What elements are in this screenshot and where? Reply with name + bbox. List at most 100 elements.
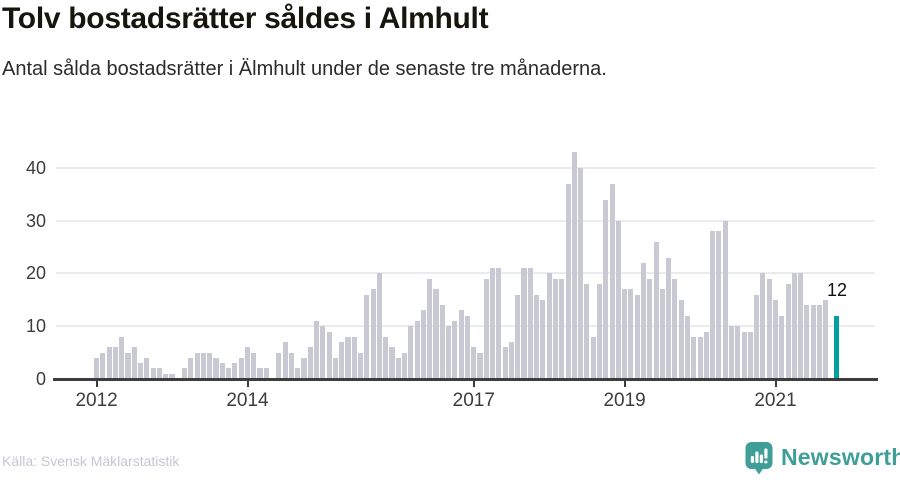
bar <box>213 357 219 379</box>
bar <box>716 231 722 379</box>
bar <box>106 347 112 379</box>
bar <box>414 320 420 379</box>
bar <box>119 336 125 379</box>
bar <box>659 289 665 379</box>
bar <box>534 294 540 379</box>
bar <box>433 289 439 379</box>
page-title: Tolv bostadsrätter såldes i Almhult <box>2 2 489 35</box>
bar <box>785 284 791 379</box>
bar <box>760 273 766 379</box>
newsworthy-logo-icon <box>745 442 773 475</box>
bar <box>603 199 609 379</box>
bar <box>402 352 408 379</box>
source-credit: Källa: Svensk Mäklarstatistik <box>2 453 180 469</box>
bar <box>339 342 345 379</box>
bar <box>364 294 370 379</box>
bar <box>188 357 194 379</box>
bar <box>232 363 238 379</box>
bar <box>332 357 339 379</box>
bar <box>647 278 653 379</box>
bar <box>728 326 735 379</box>
bar <box>182 368 188 379</box>
bar <box>326 331 332 379</box>
gridline <box>56 272 875 275</box>
bar <box>263 368 269 379</box>
chart-subtitle: Antal sålda bostadsrätter i Älmhult unde… <box>2 58 607 80</box>
bar <box>144 357 150 379</box>
bar <box>376 273 383 379</box>
bar <box>527 268 533 379</box>
bar <box>798 273 804 379</box>
bar <box>804 305 810 379</box>
bar <box>288 352 295 379</box>
bar <box>446 326 452 379</box>
bar <box>483 278 489 379</box>
x-axis-tick <box>472 381 475 387</box>
bar <box>358 352 364 379</box>
bar <box>169 373 175 379</box>
gridline <box>56 219 875 222</box>
bar <box>100 352 106 379</box>
bar <box>244 347 251 379</box>
bar <box>389 347 395 379</box>
bar <box>609 183 615 379</box>
bar <box>295 368 301 379</box>
highlighted-bar <box>833 315 839 379</box>
bar <box>735 326 741 379</box>
bar <box>622 289 628 379</box>
bar <box>207 352 213 379</box>
bar <box>672 278 678 379</box>
bar <box>502 347 508 379</box>
bar <box>226 368 232 379</box>
bar <box>684 315 691 379</box>
bar <box>125 352 131 379</box>
bar <box>578 167 584 379</box>
x-axis-tick <box>246 381 249 387</box>
x-axis-label: 2019 <box>603 390 646 411</box>
bar <box>596 284 603 379</box>
bar <box>219 363 225 379</box>
bar <box>571 152 577 379</box>
y-axis-label: 30 <box>25 210 46 231</box>
bar <box>754 294 760 379</box>
bar <box>395 357 401 379</box>
x-axis-tick <box>774 381 777 387</box>
bar <box>320 326 326 379</box>
x-axis-label: 2012 <box>75 390 118 411</box>
x-axis-label: 2017 <box>452 390 495 411</box>
bar <box>678 299 684 379</box>
bar <box>276 352 282 379</box>
x-axis-line <box>53 378 878 381</box>
y-axis-label: 20 <box>25 263 46 284</box>
bar <box>439 305 445 379</box>
bar <box>477 352 483 379</box>
bar <box>584 284 590 379</box>
bar <box>464 315 471 379</box>
highlighted-value-label: 12 <box>827 280 848 300</box>
y-axis-label: 10 <box>25 316 46 337</box>
bar <box>540 299 546 379</box>
bar <box>634 294 640 379</box>
bar <box>301 357 307 379</box>
bar <box>515 294 521 379</box>
bar <box>791 273 797 379</box>
bar <box>420 310 427 379</box>
y-axis-label: 40 <box>25 157 46 178</box>
bar <box>628 289 634 379</box>
bar <box>552 278 559 379</box>
x-axis-tick <box>623 381 626 387</box>
bar <box>496 268 502 379</box>
bar <box>156 368 163 379</box>
bar <box>823 299 829 379</box>
bar <box>710 231 716 379</box>
bar <box>471 347 477 379</box>
x-axis-label: 2014 <box>226 390 269 411</box>
bar <box>816 305 823 379</box>
bar <box>138 363 144 379</box>
gridline <box>56 166 875 169</box>
bar <box>546 273 552 379</box>
bar <box>112 347 119 379</box>
bar <box>653 241 659 379</box>
bar <box>314 320 320 379</box>
